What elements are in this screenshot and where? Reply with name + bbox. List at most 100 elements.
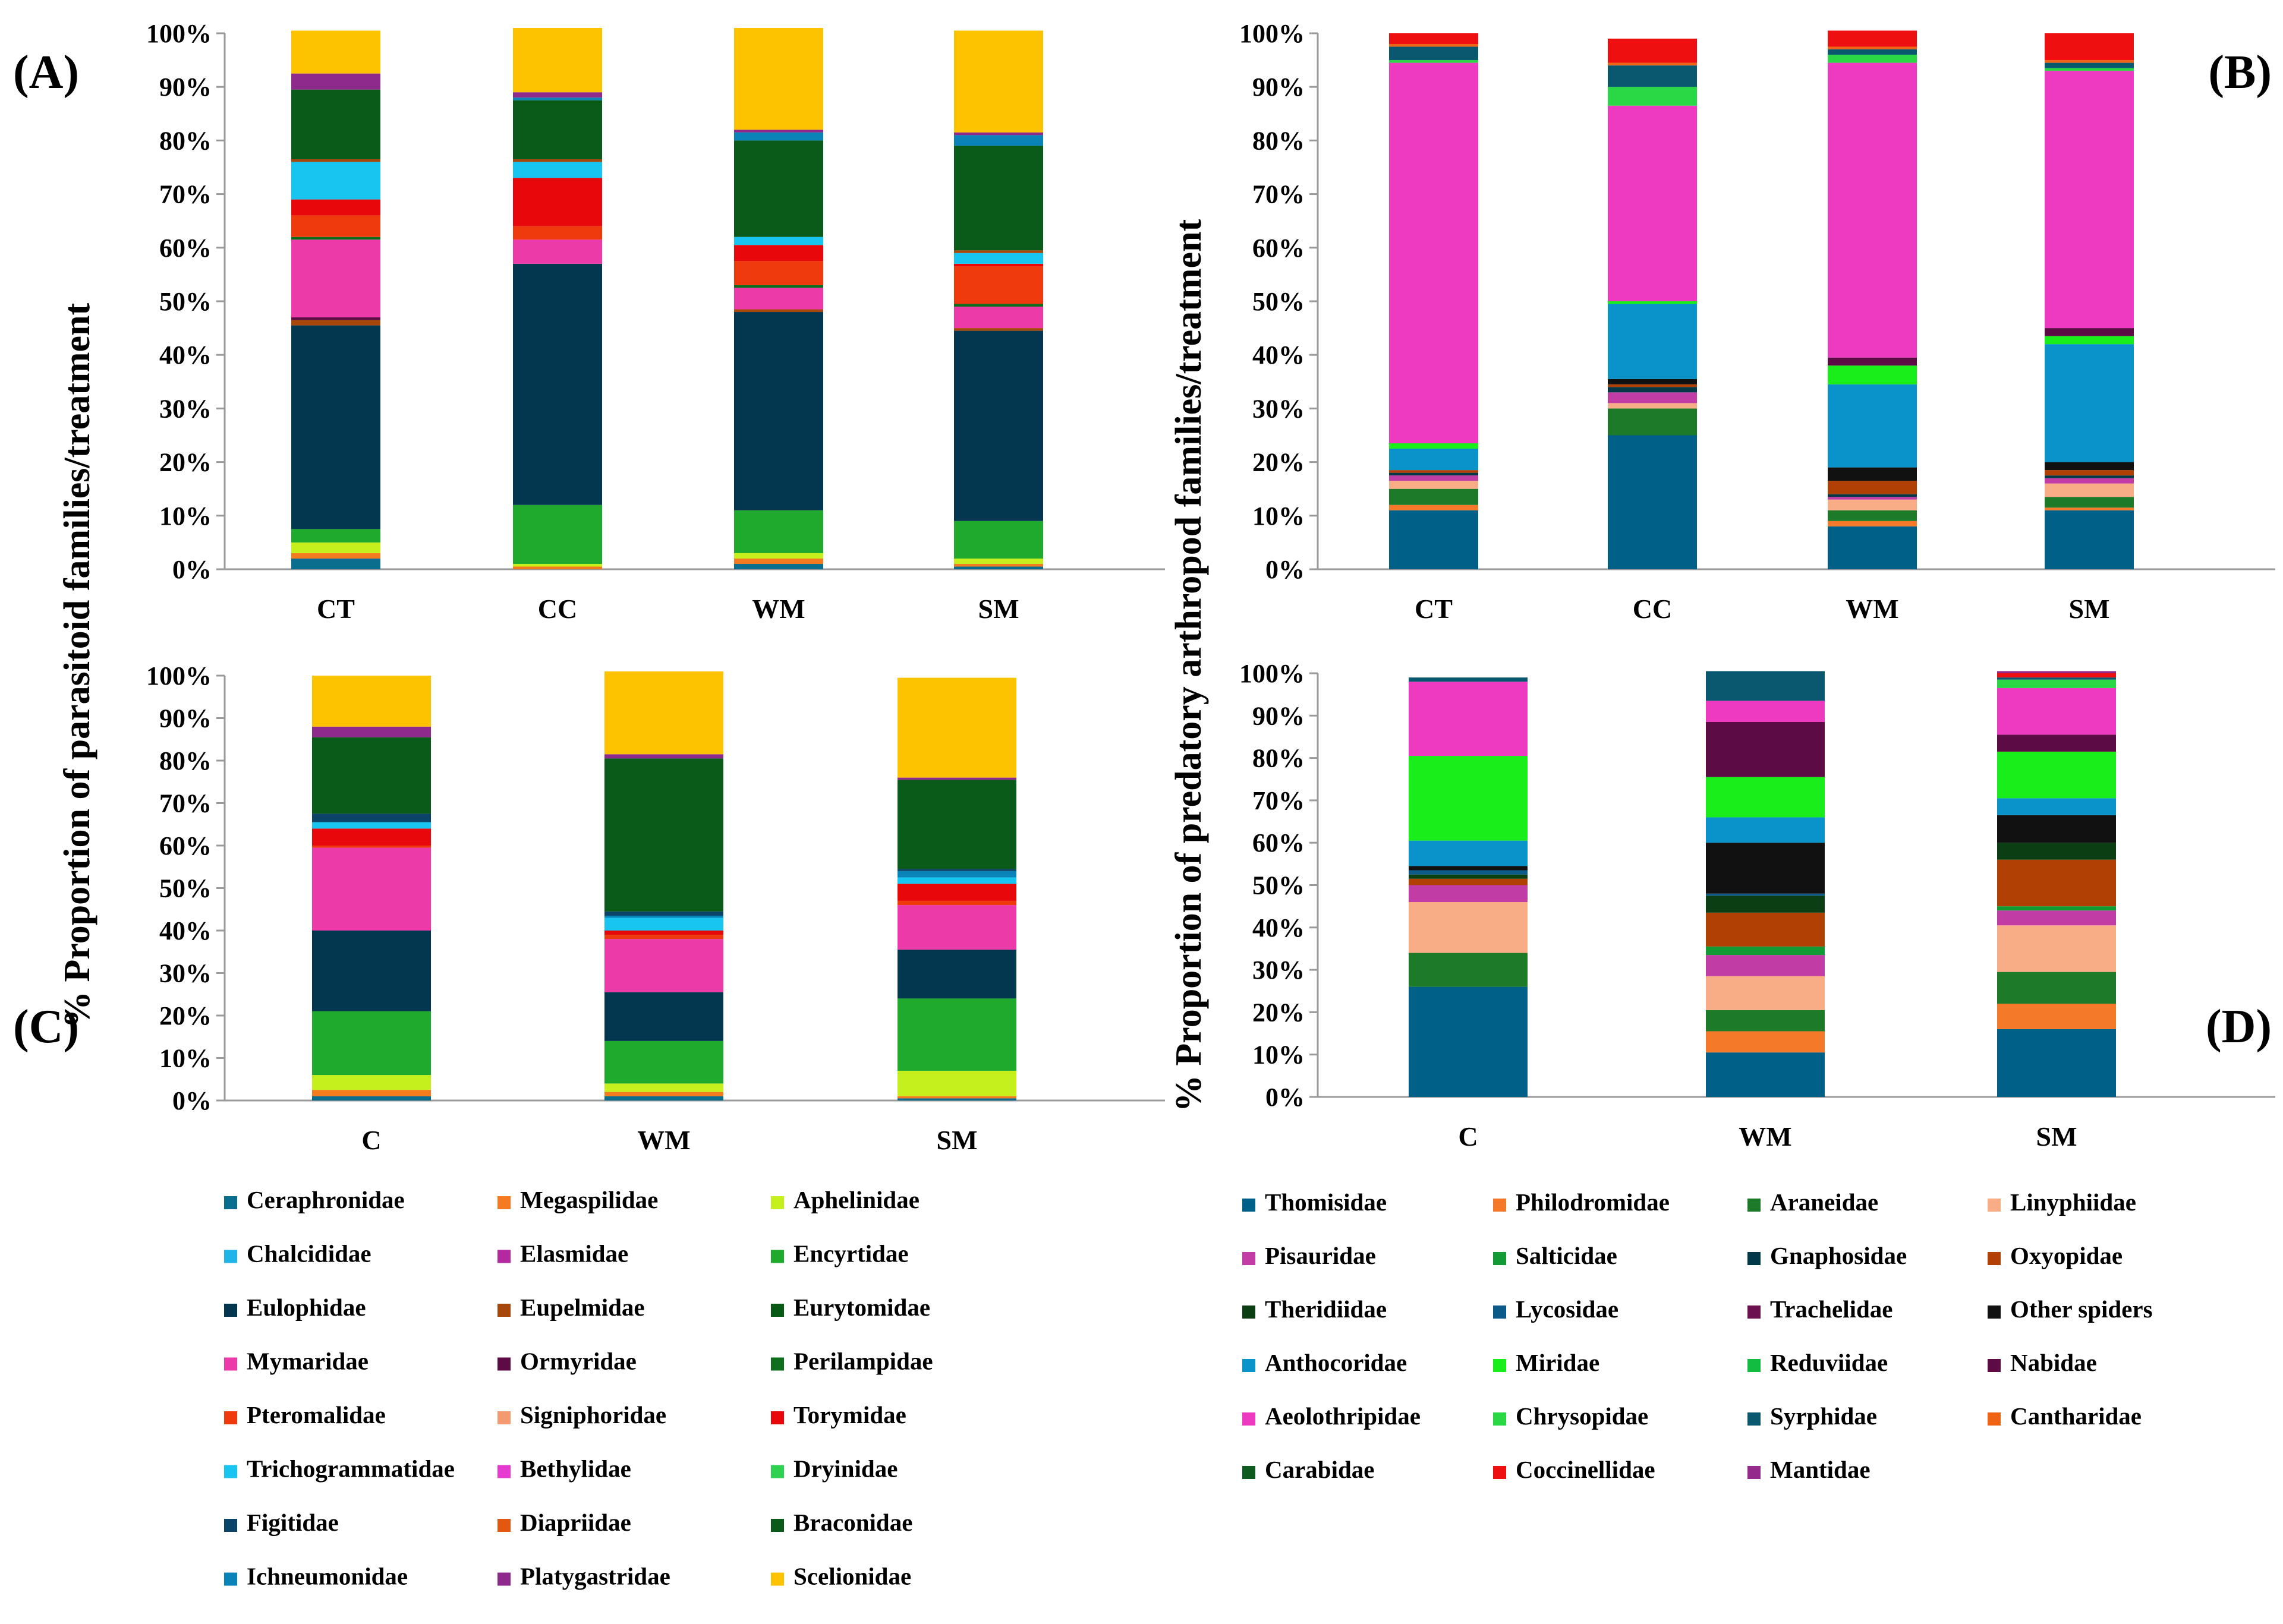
bar-segment-chrysopidae <box>2045 68 2134 71</box>
y-tick-label: 30% <box>1252 956 1305 985</box>
bar-segment-megaspilidae <box>312 1090 431 1096</box>
legend-label-aphelinidae: Aphelinidae <box>793 1186 920 1213</box>
bar-segment-aeolothripidae <box>1997 688 2116 735</box>
legend-swatch-chrysopidae <box>1493 1412 1506 1426</box>
bar-segment-syrphidae <box>1389 46 1478 61</box>
bar-segment-oxyopidae <box>1389 470 1478 473</box>
bar-segment-ormyridae <box>291 317 380 320</box>
legend-label-signiphoridae: Signiphoridae <box>520 1401 666 1429</box>
bar-segment-thomisidae <box>1828 526 1917 569</box>
bar-segment-philodromidae <box>1997 1004 2116 1029</box>
bar-segment-chrysopidae <box>1608 87 1697 106</box>
legend-swatch-scelionidae <box>771 1572 784 1586</box>
bar-segment-thomisidae <box>1608 435 1697 569</box>
y-tick-label: 70% <box>159 789 212 818</box>
legend-label-braconidae: Braconidae <box>793 1509 912 1536</box>
x-category-label: C <box>1458 1121 1478 1152</box>
legend-swatch-eupelmidae <box>497 1304 511 1317</box>
bar-segment-other-spiders <box>1997 815 2116 843</box>
bar-segment-syrphidae <box>1997 677 2116 680</box>
bar-segment-oxyopidae <box>1997 859 2116 907</box>
x-category-label: SM <box>2036 1121 2077 1152</box>
bar-segment-anthocoridae <box>1828 384 1917 468</box>
bar-segment-scelionidae <box>291 30 380 74</box>
bar-segment-chrysopidae <box>1828 55 1917 63</box>
legend-swatch-mymaridae <box>224 1357 237 1371</box>
chart-panel-b: 0% 10% 20% 30% 40% 50% 60% 70% 80% 90% 100% CT CC WM S… <box>1239 19 2275 624</box>
y-tick-label: 30% <box>159 394 212 423</box>
legend-swatch-reduviidae <box>1747 1359 1761 1372</box>
bar-segment-miridae <box>1997 751 2116 799</box>
y-tick-label: 30% <box>1252 394 1305 423</box>
chart-panel-c: 0% 10% 20% 30% 40% 50% 60% 70% 80% 90% 100% C WM SM (C… <box>13 661 1165 1155</box>
y-tick-label: 60% <box>159 831 212 860</box>
bar-segment-oxyopidae <box>1608 384 1697 387</box>
bar-segment-ceraphronidae <box>291 558 380 569</box>
bar-segment-aeolothripidae <box>1409 682 1528 756</box>
legend-swatch-theridiidae <box>1242 1305 1255 1319</box>
legend-swatch-eurytomidae <box>771 1304 784 1317</box>
y-tick-label: 80% <box>1252 126 1305 155</box>
y-tick-label: 10% <box>1252 502 1305 531</box>
bar-segment-araneidae <box>1409 953 1528 987</box>
panel-label: (C) <box>13 1001 79 1053</box>
y-tick-label: 90% <box>159 72 212 102</box>
legend-swatch-salticidae <box>1493 1252 1506 1265</box>
bar-segment-pteromalidae <box>604 935 723 939</box>
bar-segment-oxyopidae <box>1706 912 1825 947</box>
bar-segment-pisauridae <box>1608 392 1697 403</box>
bar-segment-araneidae <box>1389 488 1478 505</box>
y-tick-label: 90% <box>159 704 212 733</box>
bar-segment-syrphidae <box>1608 65 1697 87</box>
legend-swatch-signiphoridae <box>497 1411 511 1424</box>
bar-segment-oxyopidae <box>1828 481 1917 494</box>
bar-segment-scelionidae <box>954 30 1043 133</box>
bar-segment-thomisidae <box>1997 1029 2116 1097</box>
x-category-label: SM <box>2069 594 2110 624</box>
bar-segment-syrphidae <box>1828 49 1917 55</box>
y-tick-label: 100% <box>146 661 212 690</box>
x-category-label: CT <box>317 594 355 624</box>
y-tick-label: 60% <box>1252 828 1305 857</box>
legend-swatch-ormyridae <box>497 1357 511 1371</box>
bar-segment-theridiidae <box>1409 874 1528 879</box>
bar-segment-aphelinidae <box>898 1070 1016 1096</box>
bar-segment-megaspilidae <box>291 553 380 559</box>
y-tick-label: 30% <box>159 959 212 988</box>
legend-swatch-aeolothripidae <box>1242 1412 1255 1426</box>
bar-segment-mymaridae <box>291 239 380 318</box>
bar-segment-aeolothripidae <box>2045 71 2134 329</box>
legend-swatch-thomisidae <box>1242 1199 1255 1212</box>
bar-segment-eulophidae <box>954 330 1043 521</box>
y-tick-label: 40% <box>1252 340 1305 370</box>
panel-label: (A) <box>13 46 79 99</box>
bar-segment-pisauridae <box>1828 497 1917 500</box>
y-tick-label: 40% <box>159 916 212 945</box>
y-tick-label: 20% <box>159 448 212 477</box>
legend-label-reduviidae: Reduviidae <box>1770 1349 1888 1376</box>
bar-segment-linyphiidae <box>1997 925 2116 972</box>
y-tick-label: 90% <box>1252 72 1305 102</box>
x-category-label: C <box>361 1125 381 1155</box>
bar-segment-anthocoridae <box>1706 817 1825 843</box>
bar-segment-braconidae <box>954 146 1043 251</box>
y-tick-label: 10% <box>159 502 212 531</box>
bar-segment-ceraphronidae <box>734 563 823 569</box>
bar-segment-torymidae <box>954 263 1043 267</box>
bar-segment-miridae <box>2045 336 2134 345</box>
legend-label-diapriidae: Diapriidae <box>520 1509 631 1536</box>
legend-label-lycosidae: Lycosidae <box>1516 1295 1618 1323</box>
legend-swatch-other-spiders <box>1988 1305 2001 1319</box>
y-tick-label: 20% <box>1252 998 1305 1027</box>
bar-segment-lycosidae <box>1409 870 1528 875</box>
bar-segment-other-spiders <box>1828 467 1917 481</box>
legend-label-cantharidae: Cantharidae <box>2010 1402 2142 1430</box>
legend-label-coccinellidae: Coccinellidae <box>1516 1456 1655 1483</box>
bar-segment-pisauridae <box>2045 478 2134 484</box>
y-tick-label: 10% <box>159 1044 212 1073</box>
bar-segment-megaspilidae <box>513 566 602 569</box>
legend-label-other-spiders: Other spiders <box>2010 1295 2153 1323</box>
legend-label-scelionidae: Scelionidae <box>793 1563 911 1590</box>
y-axis-label-left: % Proportion of parasitoid families/trea… <box>57 302 97 1028</box>
